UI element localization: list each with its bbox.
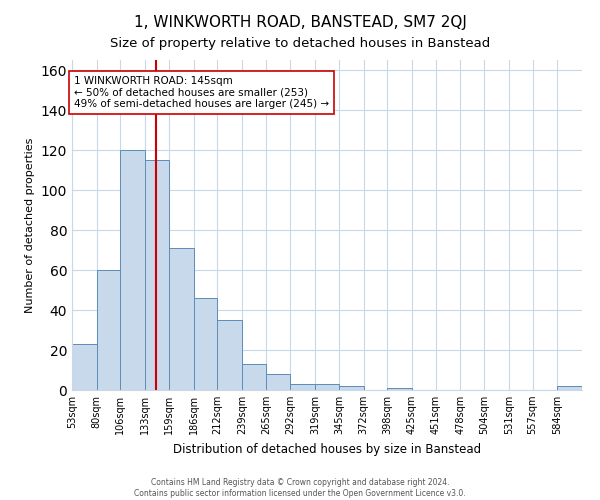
- Y-axis label: Number of detached properties: Number of detached properties: [25, 138, 35, 312]
- Bar: [145, 160, 169, 390]
- Bar: [217, 320, 242, 390]
- Text: Contains HM Land Registry data © Crown copyright and database right 2024.
Contai: Contains HM Land Registry data © Crown c…: [134, 478, 466, 498]
- Bar: [388, 388, 412, 390]
- Bar: [97, 270, 121, 390]
- Bar: [72, 344, 97, 390]
- Text: 1 WINKWORTH ROAD: 145sqm
← 50% of detached houses are smaller (253)
49% of semi-: 1 WINKWORTH ROAD: 145sqm ← 50% of detach…: [74, 76, 329, 109]
- Bar: [242, 364, 266, 390]
- Bar: [339, 386, 364, 390]
- Text: 1, WINKWORTH ROAD, BANSTEAD, SM7 2QJ: 1, WINKWORTH ROAD, BANSTEAD, SM7 2QJ: [134, 15, 466, 30]
- Bar: [169, 248, 194, 390]
- Text: Size of property relative to detached houses in Banstead: Size of property relative to detached ho…: [110, 38, 490, 51]
- Bar: [315, 384, 339, 390]
- Bar: [121, 150, 145, 390]
- Bar: [194, 298, 217, 390]
- Bar: [557, 386, 582, 390]
- X-axis label: Distribution of detached houses by size in Banstead: Distribution of detached houses by size …: [173, 442, 481, 456]
- Bar: [290, 384, 315, 390]
- Bar: [266, 374, 290, 390]
